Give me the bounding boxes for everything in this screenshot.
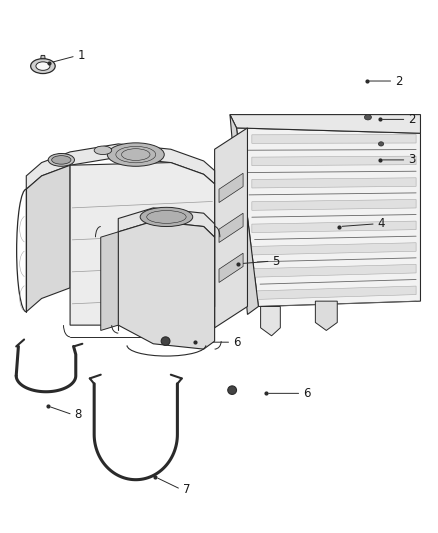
- Ellipse shape: [140, 207, 193, 227]
- Polygon shape: [101, 232, 118, 330]
- Polygon shape: [252, 221, 416, 232]
- Ellipse shape: [36, 62, 50, 70]
- Text: 6: 6: [303, 387, 311, 400]
- Polygon shape: [26, 165, 70, 312]
- Polygon shape: [215, 128, 247, 328]
- Polygon shape: [118, 208, 215, 237]
- Text: 1: 1: [78, 50, 85, 62]
- Text: 2: 2: [395, 75, 403, 87]
- Polygon shape: [70, 163, 215, 325]
- Polygon shape: [26, 144, 215, 189]
- Ellipse shape: [48, 154, 74, 166]
- Polygon shape: [219, 173, 243, 203]
- Polygon shape: [41, 55, 45, 59]
- Polygon shape: [230, 115, 258, 314]
- Text: 2: 2: [408, 113, 416, 126]
- Ellipse shape: [364, 115, 371, 120]
- Text: 8: 8: [74, 408, 82, 421]
- Text: 3: 3: [408, 154, 416, 166]
- Polygon shape: [219, 253, 243, 282]
- Polygon shape: [252, 156, 416, 166]
- Polygon shape: [261, 306, 280, 336]
- Text: 4: 4: [378, 217, 385, 230]
- Text: 7: 7: [183, 483, 190, 496]
- Ellipse shape: [31, 59, 55, 74]
- Polygon shape: [230, 115, 420, 133]
- Ellipse shape: [52, 156, 71, 164]
- Ellipse shape: [94, 146, 112, 155]
- Ellipse shape: [378, 142, 384, 146]
- Polygon shape: [252, 178, 416, 188]
- Ellipse shape: [107, 143, 164, 166]
- Polygon shape: [252, 199, 416, 211]
- Polygon shape: [237, 128, 420, 306]
- Text: 6: 6: [233, 336, 240, 349]
- Polygon shape: [252, 264, 416, 277]
- Ellipse shape: [228, 386, 237, 394]
- Text: 5: 5: [272, 255, 280, 268]
- Polygon shape: [118, 221, 215, 349]
- Polygon shape: [315, 301, 337, 330]
- Polygon shape: [252, 134, 416, 143]
- Ellipse shape: [161, 337, 170, 345]
- Polygon shape: [219, 213, 243, 243]
- Polygon shape: [252, 243, 416, 255]
- Polygon shape: [252, 286, 416, 300]
